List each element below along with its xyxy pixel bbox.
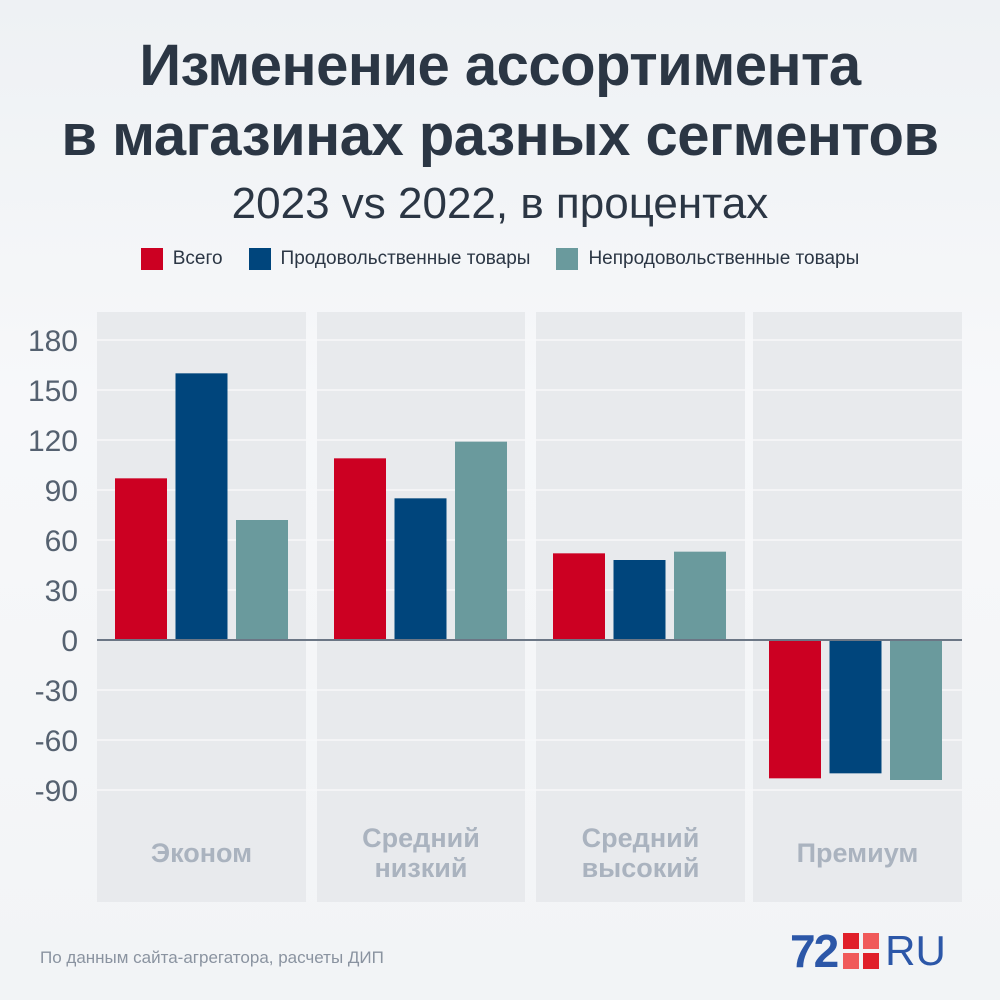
legend-swatch-total bbox=[140, 248, 163, 270]
category-label: низкий bbox=[374, 853, 467, 883]
bar bbox=[334, 458, 386, 640]
source-note: По данным сайта-агрегатора, расчеты ДИП bbox=[40, 948, 384, 967]
bar bbox=[394, 498, 447, 640]
logo-suffix: RU bbox=[885, 927, 946, 974]
y-tick-label: 180 bbox=[28, 325, 78, 358]
y-tick-label: -30 bbox=[35, 675, 78, 708]
y-tick-label: -90 bbox=[35, 775, 78, 808]
bar bbox=[115, 478, 167, 640]
bar bbox=[829, 640, 882, 774]
y-tick-label: 120 bbox=[28, 425, 78, 458]
bar bbox=[674, 551, 726, 640]
logo-number: 72 bbox=[790, 925, 839, 977]
category-label: высокий bbox=[582, 853, 700, 883]
legend-item-food: Продовольственные товары bbox=[248, 248, 531, 270]
legend-item-total: Всего bbox=[140, 248, 223, 270]
bar bbox=[553, 553, 605, 640]
category-label: Средний bbox=[582, 823, 700, 853]
legend-swatch-nonfood bbox=[556, 248, 579, 270]
chart-title-line-2: в магазинах разных сегментов bbox=[61, 103, 939, 168]
y-tick-label: 30 bbox=[45, 575, 78, 608]
legend-label-food: Продовольственные товары bbox=[280, 248, 531, 269]
legend-label-nonfood: Непродовольственные товары bbox=[588, 248, 860, 269]
y-tick-label: 90 bbox=[45, 475, 78, 508]
bar bbox=[455, 441, 507, 640]
bar bbox=[769, 640, 821, 779]
72ru-logo: 72 RU bbox=[790, 925, 946, 977]
bar bbox=[613, 560, 666, 640]
y-tick-label: 150 bbox=[28, 375, 78, 408]
chart-title-line-1: Изменение ассортимента bbox=[139, 33, 861, 98]
bar bbox=[175, 373, 228, 640]
category-label: Премиум bbox=[797, 838, 919, 868]
logo-square-icon bbox=[843, 933, 880, 969]
category-panel-3 bbox=[753, 312, 962, 902]
chart-subtitle: 2023 vs 2022, в процентах bbox=[231, 179, 769, 228]
legend-item-nonfood: Непродовольственные товары bbox=[556, 248, 859, 270]
legend-swatch-food bbox=[248, 248, 271, 270]
bar bbox=[236, 520, 288, 640]
y-tick-label: -60 bbox=[35, 725, 78, 758]
bar bbox=[890, 640, 942, 780]
legend-label-total: Всего bbox=[172, 248, 223, 269]
y-tick-label: 60 bbox=[45, 525, 78, 558]
category-label: Средний bbox=[362, 823, 480, 853]
y-tick-label: 0 bbox=[61, 625, 78, 658]
legend: Всего Продовольственные товары Непродово… bbox=[0, 248, 1000, 270]
category-label: Эконом bbox=[151, 838, 252, 868]
